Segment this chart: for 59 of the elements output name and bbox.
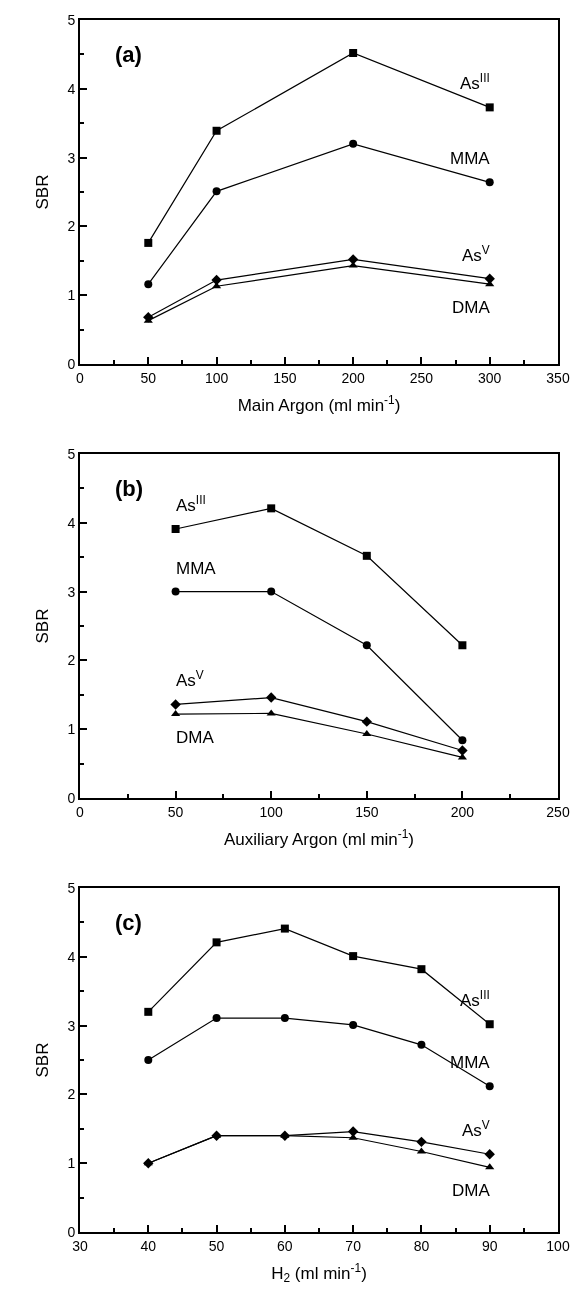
- y-tick-label: 5: [67, 445, 76, 462]
- y-tick-label: 1: [67, 287, 76, 304]
- y-tick-label: 2: [67, 652, 76, 669]
- y-tick-label: 1: [67, 1155, 76, 1172]
- text: (b): [115, 476, 144, 501]
- y-tick-label: 0: [67, 355, 76, 372]
- y-axis-title: SBR: [33, 608, 53, 644]
- x-tick-label: 250: [409, 369, 434, 386]
- series-label: DMA: [452, 298, 491, 317]
- x-tick-label: 70: [345, 1237, 362, 1254]
- x-tick-label: 350: [546, 369, 570, 386]
- series-label: DMA: [452, 1181, 491, 1200]
- x-axis-title: H$_{2}$ (ml min$^{-1}$): [271, 1260, 367, 1286]
- x-tick-label: 50: [140, 369, 157, 386]
- y-tick-label: 4: [67, 80, 76, 97]
- y-axis-title: SBR: [33, 174, 53, 210]
- series-label: As$^{V}$: [462, 1118, 490, 1141]
- series-label: As$^{V}$: [176, 668, 204, 691]
- series-label: As$^{III}$: [460, 71, 490, 94]
- y-tick-label: 0: [67, 789, 76, 806]
- x-tick-label: 150: [273, 369, 297, 386]
- x-axis-title: Auxiliary Argon (ml min$^{-1}$): [223, 826, 415, 849]
- x-tick-label: 150: [355, 803, 379, 820]
- y-tick-label: 0: [67, 1223, 76, 1240]
- x-tick-label: 50: [167, 803, 184, 820]
- x-tick-label: 30: [72, 1237, 88, 1254]
- series-label: As$^{III}$: [460, 988, 490, 1011]
- y-tick-label: 3: [67, 583, 76, 600]
- x-tick-label: 200: [341, 369, 366, 386]
- x-tick-label: 80: [413, 1237, 430, 1254]
- series-label: DMA: [176, 728, 215, 747]
- x-tick-label: 100: [259, 803, 284, 820]
- y-tick-label: 5: [67, 11, 76, 28]
- y-tick-label: 1: [67, 721, 76, 738]
- series-label: MMA: [450, 1053, 491, 1072]
- x-tick-label: 50: [208, 1237, 225, 1254]
- x-tick-label: 40: [140, 1237, 157, 1254]
- series-label: MMA: [450, 149, 491, 168]
- y-tick-label: 2: [67, 1086, 76, 1103]
- x-tick-label: 90: [481, 1237, 498, 1254]
- x-tick-label: 100: [546, 1237, 570, 1254]
- y-axis-title: SBR: [33, 1042, 53, 1078]
- x-tick-label: 250: [546, 803, 570, 820]
- text: (c): [115, 910, 142, 935]
- x-tick-label: 300: [478, 369, 502, 386]
- x-tick-label: 200: [450, 803, 475, 820]
- y-tick-label: 5: [67, 879, 76, 896]
- y-tick-label: 3: [67, 1017, 76, 1034]
- series-label: As$^{III}$: [176, 493, 206, 516]
- y-tick-label: 3: [67, 149, 76, 166]
- x-tick-label: 60: [277, 1237, 293, 1254]
- y-tick-label: 4: [67, 514, 76, 531]
- x-tick-label: 100: [204, 369, 229, 386]
- series-label: MMA: [176, 559, 217, 578]
- y-tick-label: 2: [67, 218, 76, 235]
- text: (a): [115, 42, 142, 67]
- series-label: As$^{V}$: [462, 243, 490, 266]
- x-axis-title: Main Argon (ml min$^{-1}$): [237, 392, 401, 415]
- y-tick-label: 4: [67, 948, 76, 965]
